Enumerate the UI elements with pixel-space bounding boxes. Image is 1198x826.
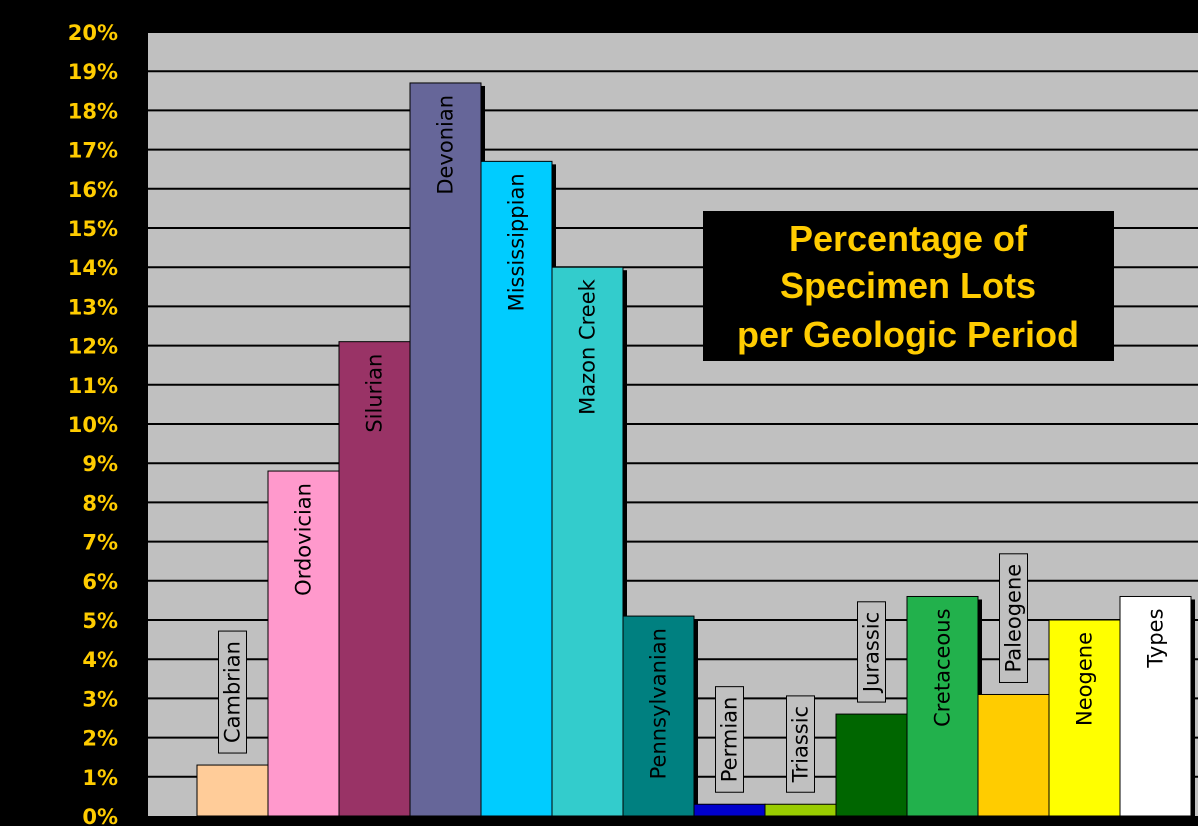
bar-label-cretaceous: Cretaceous: [931, 608, 955, 726]
bar-label-silurian: Silurian: [363, 354, 387, 433]
bar-label-paleogene: Paleogene: [1002, 564, 1026, 673]
bar-label-neogene: Neogene: [1073, 632, 1097, 726]
bar-label-group: Types: [1144, 608, 1168, 668]
bar-label-pennsylvanian: Pennsylvanian: [647, 628, 671, 779]
y-tick-label: 3%: [82, 687, 118, 711]
bar-neogene: [1048, 619, 1121, 817]
chart-title-line-2: Specimen Lots: [780, 265, 1036, 306]
bar-label-box: [786, 695, 815, 793]
bar-label-group: Devonian: [434, 95, 458, 195]
bar-label-mazon-creek: Mazon Creek: [576, 278, 600, 415]
y-tick-label: 20%: [68, 21, 118, 45]
y-tick-label: 9%: [82, 452, 118, 476]
y-tick-label: 13%: [68, 295, 118, 319]
y-tick-label: 6%: [82, 570, 118, 594]
bar-label-ordovician: Ordovician: [292, 483, 316, 596]
bars: [196, 82, 1195, 817]
bar-mississippian: [480, 160, 553, 817]
y-tick-label: 16%: [68, 178, 118, 202]
bar-labels: Cambrian Ordovician Silurian Devonian Missis…: [218, 95, 1168, 793]
y-tick-label: 10%: [68, 413, 118, 437]
y-tick-label: 0%: [82, 805, 118, 826]
bar-label-box: [999, 553, 1028, 683]
bar-permian: [693, 803, 766, 817]
y-tick-label: 11%: [68, 374, 118, 398]
bar-types: [1119, 595, 1192, 817]
y-axis-ticks: 0% 1% 2% 3% 4% 5% 6% 7% 8% 9% 10% 11% 12% 13% 14% 15% 16…: [68, 21, 148, 826]
bar-label-group: Triassic: [786, 695, 815, 793]
bar-label-devonian: Devonian: [434, 95, 458, 195]
bar-pennsylvanian: [622, 615, 695, 817]
bar-cretaceous: [906, 595, 979, 817]
bar-label-box: [857, 601, 886, 703]
bar-label-group: Mazon Creek: [576, 278, 600, 415]
y-tick-label: 7%: [82, 531, 118, 555]
bar-cambrian: [196, 764, 269, 817]
bar-label-group: Paleogene: [999, 553, 1028, 683]
bar-label-group: Neogene: [1073, 632, 1097, 726]
chart-title-line-1: Percentage of: [789, 218, 1028, 259]
bar-silurian: [338, 341, 411, 817]
y-tick-label: 8%: [82, 491, 118, 515]
y-tick-label: 17%: [68, 139, 118, 163]
bar-mazon-creek: [551, 266, 624, 817]
bar-label-group: Jurassic: [857, 601, 886, 703]
bar-label-triassic: Triassic: [789, 706, 813, 783]
bar-label-mississippian: Mississippian: [505, 173, 529, 311]
bar-label-jurassic: Jurassic: [860, 612, 884, 694]
title-background: [703, 211, 1114, 361]
bar-label-box: [218, 630, 247, 754]
bar-label-group: Cambrian: [218, 630, 247, 754]
y-tick-label: 12%: [68, 335, 118, 359]
y-tick-label: 19%: [68, 60, 118, 84]
bar-label-group: Ordovician: [292, 483, 316, 596]
bar-paleogene: [977, 693, 1050, 817]
bar-label-group: Pennsylvanian: [647, 628, 671, 779]
bar-label-group: Mississippian: [505, 173, 529, 311]
bar-label-group: Permian: [715, 686, 744, 793]
bar-label-types: Types: [1144, 608, 1168, 668]
chart-title-box: Percentage of Specimen Lots per Geologic…: [703, 211, 1114, 361]
y-tick-label: 14%: [68, 256, 118, 280]
y-tick-label: 5%: [82, 609, 118, 633]
chart-title-line-3: per Geologic Period: [737, 314, 1079, 355]
bar-triassic: [764, 803, 837, 817]
bar-label-group: Cretaceous: [931, 608, 955, 726]
y-tick-label: 15%: [68, 217, 118, 241]
bar-jurassic: [835, 713, 908, 817]
y-tick-label: 2%: [82, 727, 118, 751]
bar-label-cambrian: Cambrian: [221, 641, 245, 743]
bar-label-permian: Permian: [718, 697, 742, 783]
y-tick-label: 18%: [68, 99, 118, 123]
bar-devonian: [409, 82, 482, 817]
y-tick-label: 1%: [82, 766, 118, 790]
bar-label-group: Silurian: [363, 354, 387, 433]
bar-label-box: [715, 686, 744, 793]
y-tick-label: 4%: [82, 648, 118, 672]
